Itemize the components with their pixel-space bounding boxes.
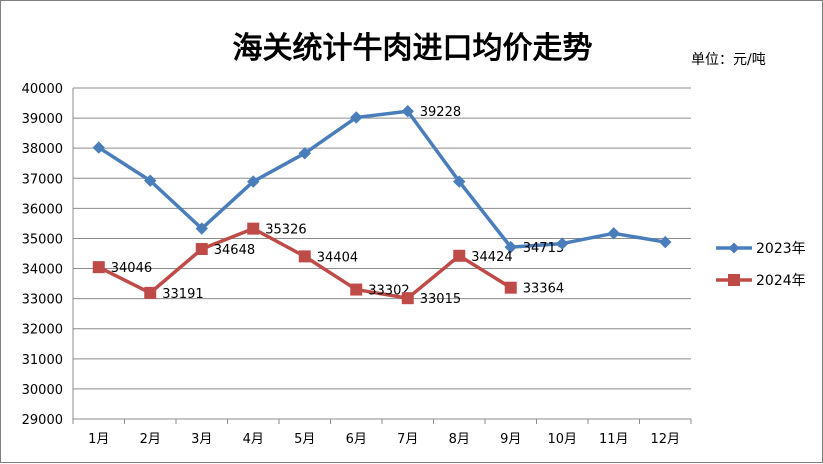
y-tick-label: 31000 [22,353,63,368]
data-label: 34046 [111,261,152,276]
data-label: 33015 [420,292,461,307]
data-point [92,141,105,154]
x-tick-label: 9月 [500,432,521,447]
data-label: 34424 [471,250,512,265]
x-tick-label: 12月 [650,432,680,447]
legend-label: 2024年 [756,273,806,289]
x-tick-label: 7月 [397,432,418,447]
y-tick-label: 32000 [22,323,63,338]
x-tick-label: 8月 [449,432,470,447]
data-point [453,175,466,188]
x-tick-label: 4月 [243,432,264,447]
data-label: 35326 [265,223,306,238]
data-point [247,222,260,235]
data-label: 34713 [523,241,564,256]
data-point [453,249,466,262]
data-point [247,175,260,188]
data-point [298,147,311,160]
x-tick-label: 11月 [599,432,629,447]
data-label: 33191 [162,287,203,302]
data-point [195,222,208,235]
data-point [401,105,414,118]
data-point [659,235,672,249]
data-point [350,111,363,124]
x-tick-label: 1月 [88,432,109,447]
series-line-1 [97,226,512,300]
x-tick-label: 3月 [191,432,212,447]
data-point [504,240,517,254]
x-tick-label: 10月 [547,432,577,447]
legend-marker [728,242,740,254]
y-tick-label: 36000 [22,202,63,217]
data-point [350,283,363,296]
data-label: 39228 [420,105,461,120]
y-tick-label: 39000 [22,112,63,127]
y-tick-label: 30000 [22,383,63,398]
data-label: 33302 [368,284,409,299]
y-tick-label: 40000 [22,82,63,97]
data-label: 33364 [523,282,564,297]
data-point [144,286,157,299]
y-tick-label: 29000 [22,413,63,428]
x-tick-label: 2月 [140,432,161,447]
data-point [298,250,311,263]
chart-title: 海关统计牛肉进口均价走势 [232,31,593,66]
data-label: 34648 [214,243,255,258]
x-tick-label: 5月 [294,432,315,447]
data-label: 34404 [317,250,358,265]
data-point [504,281,517,294]
series-line-0 [97,109,666,249]
y-tick-label: 38000 [22,142,63,157]
y-tick-label: 34000 [22,263,63,278]
y-tick-label: 35000 [22,232,63,247]
legend-label: 2023年 [756,241,806,257]
data-point [556,237,569,250]
data-point [195,243,208,256]
data-point [607,227,620,240]
data-point [92,261,105,274]
data-point [144,174,157,187]
unit-label: 单位：元/吨 [691,52,766,68]
legend-marker [728,274,740,286]
y-tick-label: 33000 [22,293,63,308]
x-tick-label: 6月 [346,432,367,447]
data-point [401,292,414,305]
y-tick-label: 37000 [22,172,63,187]
